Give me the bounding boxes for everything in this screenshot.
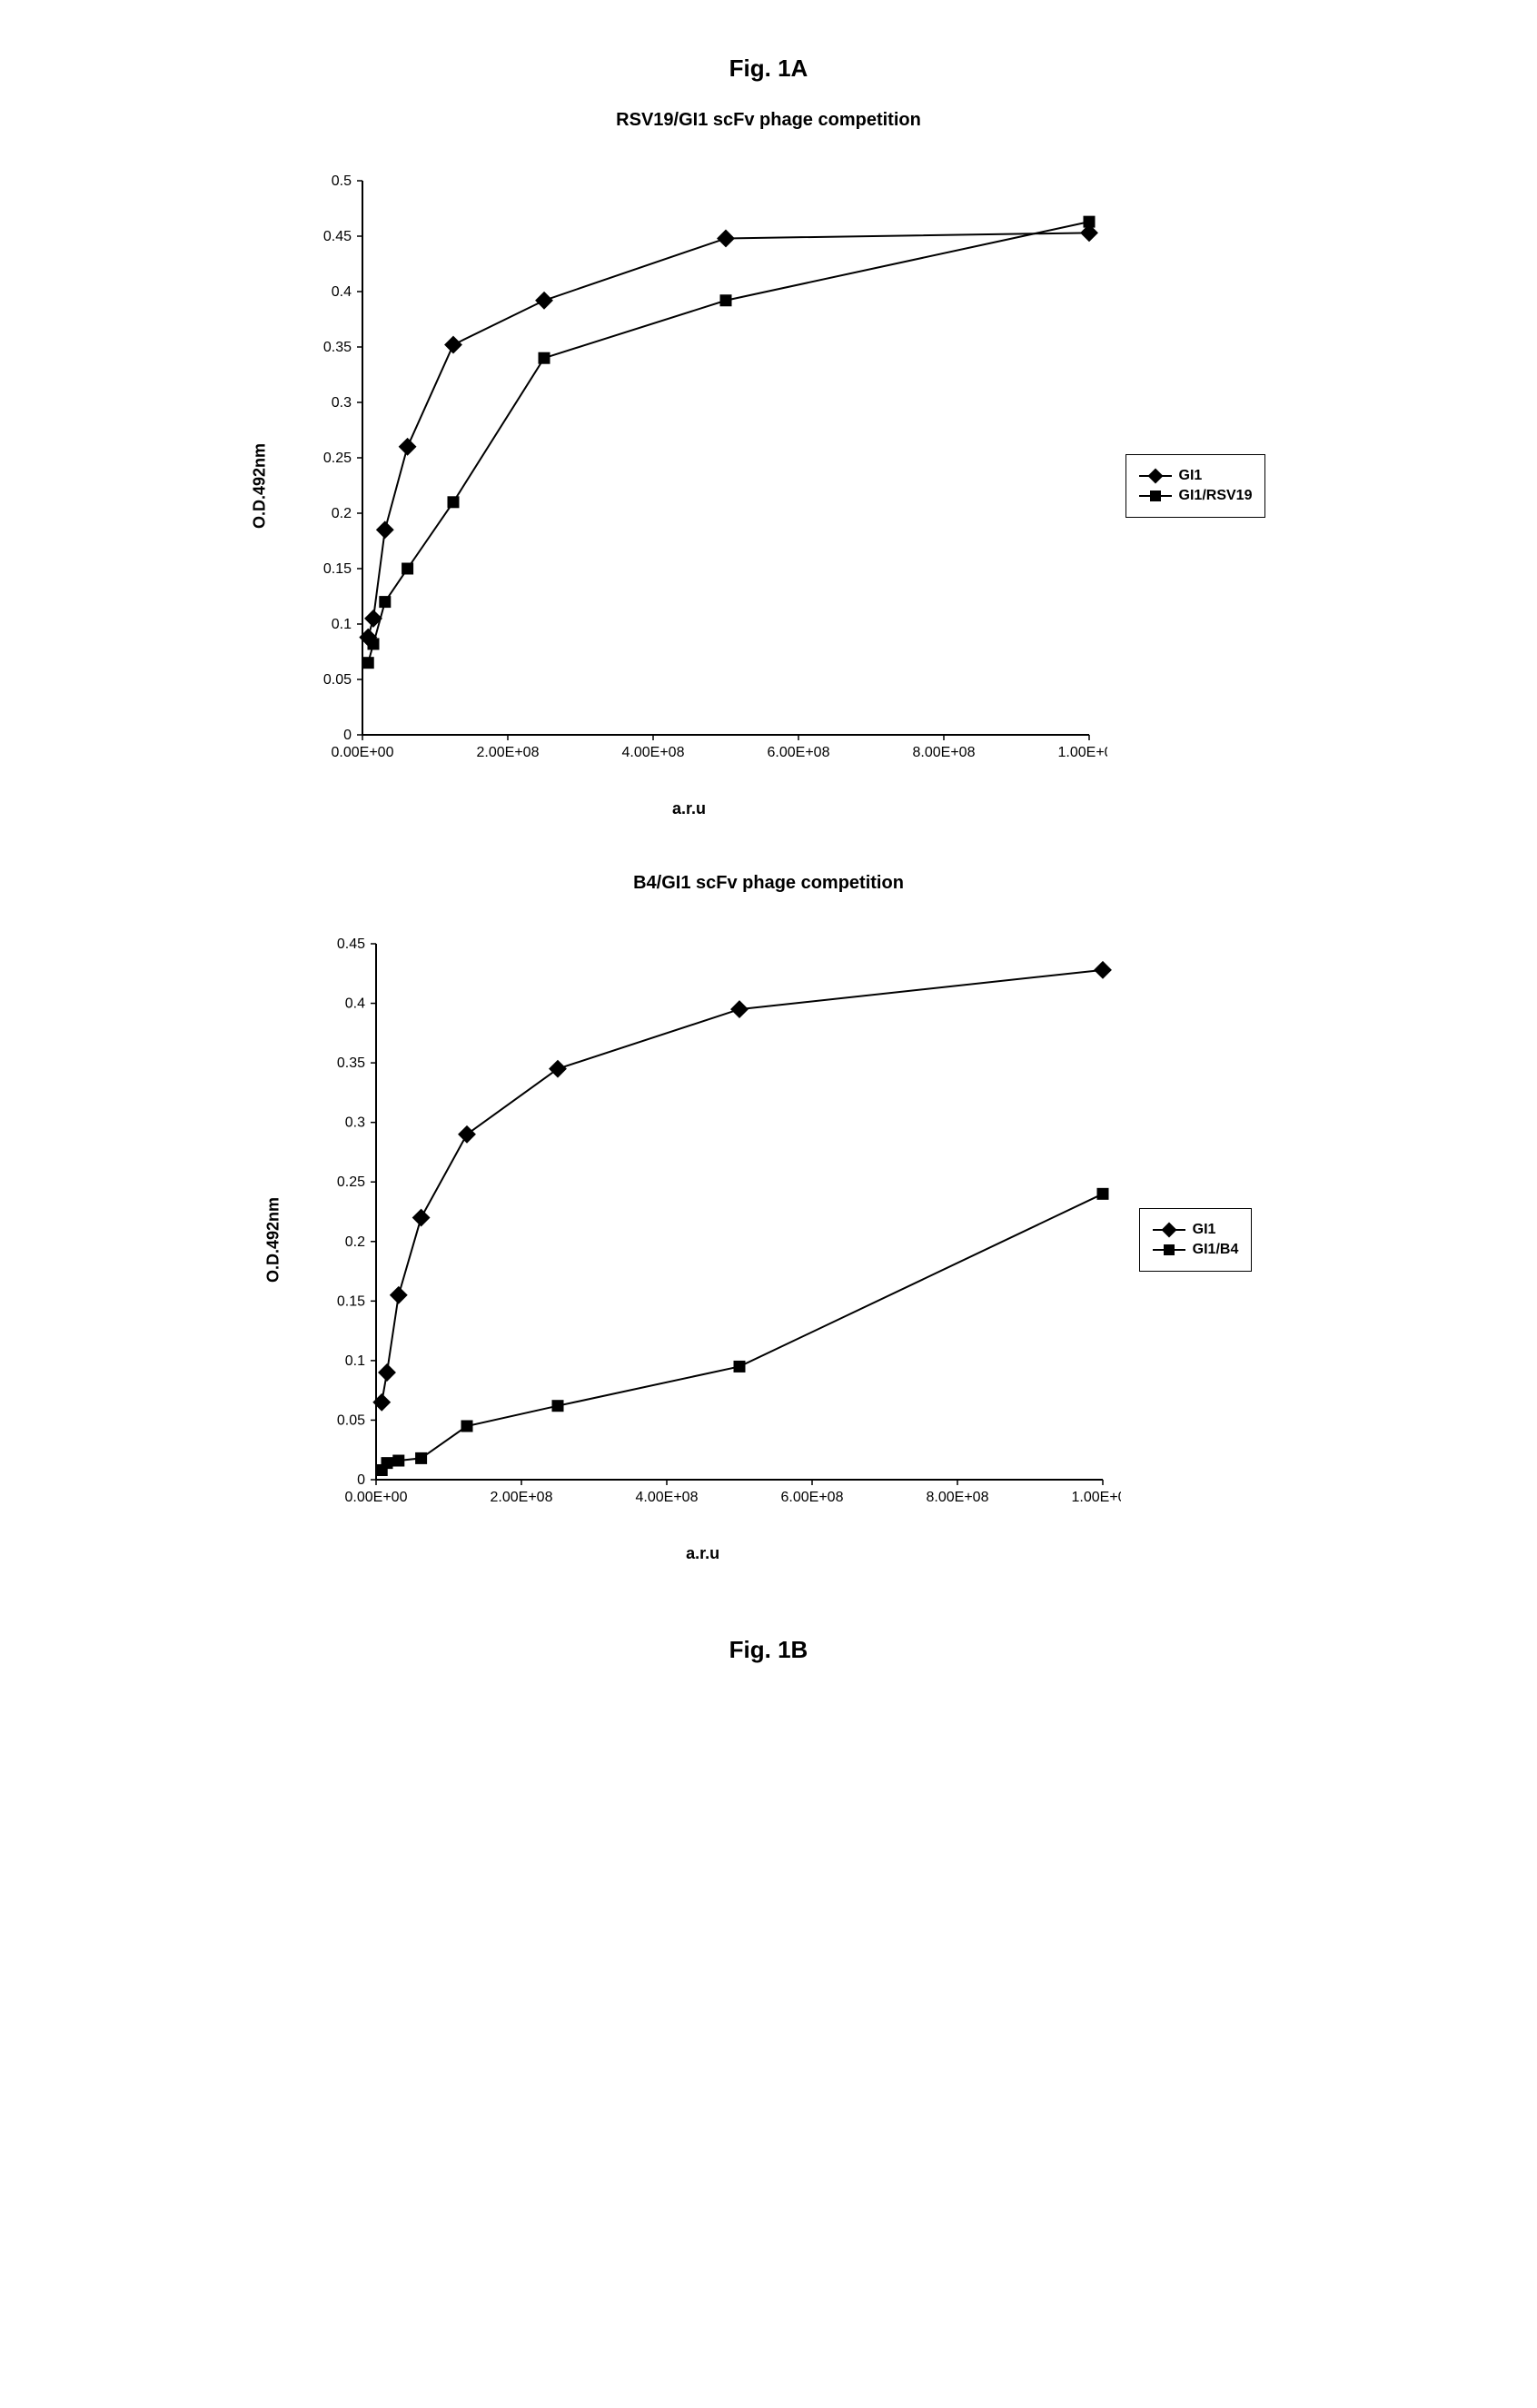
chart-b-xlabel: a.r.u [285,1544,1121,1563]
svg-text:0.5: 0.5 [331,173,351,189]
chart-a-title: RSV19/GI1 scFv phage competition [616,110,921,131]
svg-text:1.00E+09: 1.00E+09 [1071,1490,1120,1505]
chart-a-section: RSV19/GI1 scFv phage competition O.D.492… [272,110,1266,818]
legend-item: GI1/B4 [1153,1242,1239,1258]
figure-a-label: Fig. 1A [729,55,808,83]
chart-b-section: B4/GI1 scFv phage competition O.D.492nm … [285,873,1253,1563]
legend-item: GI1/RSV19 [1139,488,1253,504]
chart-a-svg: 0 0.05 0.1 0.15 0.2 0.25 0.3 0.35 0.4 0.45 0.5 0.00… [272,154,1107,789]
chart-b-title: B4/GI1 scFv phage competition [633,873,904,894]
chart-b-ylabel: O.D.492nm [263,1197,283,1283]
legend-item: GI1 [1153,1222,1239,1238]
legend-item: GI1 [1139,468,1253,484]
svg-text:6.00E+08: 6.00E+08 [780,1490,843,1505]
svg-text:0.2: 0.2 [331,506,351,521]
svg-text:8.00E+08: 8.00E+08 [912,745,975,760]
svg-text:0.1: 0.1 [331,617,351,632]
chart-b-row: O.D.492nm 00.050.10.150.20.250.30.350.40… [285,917,1253,1563]
chart-a-xlabel: a.r.u [272,799,1107,818]
svg-text:0.4: 0.4 [344,996,364,1012]
chart-b-svg: 0 0.05 0.1 0.15 0.2 0.25 0.3 0.35 0.4 0.45 0.00E+0… [285,917,1121,1534]
chart-a-legend: GI1 GI1/RSV19 [1125,454,1266,518]
svg-text:0.00E+00: 0.00E+00 [331,745,393,760]
svg-text:0: 0 [357,1472,365,1488]
svg-text:0.45: 0.45 [322,229,351,244]
svg-text:0.3: 0.3 [331,395,351,411]
svg-text:0.2: 0.2 [344,1234,364,1250]
svg-text:4.00E+08: 4.00E+08 [635,1490,698,1505]
chart-b-box: O.D.492nm 00.050.10.150.20.250.30.350.40… [285,917,1121,1563]
svg-text:6.00E+08: 6.00E+08 [767,745,829,760]
svg-text:4.00E+08: 4.00E+08 [621,745,684,760]
chart-a-box: O.D.492nm 00.050.10.150.20.250.30.350.40… [272,154,1107,818]
svg-text:0.1: 0.1 [344,1353,364,1369]
svg-text:1.00E+09: 1.00E+09 [1057,745,1106,760]
figure-b-label: Fig. 1B [729,1636,808,1664]
svg-text:2.00E+08: 2.00E+08 [476,745,539,760]
svg-text:0.15: 0.15 [322,561,351,577]
svg-text:0.25: 0.25 [337,1174,365,1190]
svg-text:0.15: 0.15 [337,1293,365,1309]
svg-text:0.25: 0.25 [322,451,351,466]
svg-text:2.00E+08: 2.00E+08 [490,1490,552,1505]
svg-text:0.35: 0.35 [337,1055,365,1071]
svg-text:0.00E+00: 0.00E+00 [344,1490,407,1505]
svg-text:0.45: 0.45 [337,936,365,952]
svg-text:0.05: 0.05 [337,1412,365,1428]
svg-text:0.05: 0.05 [322,672,351,688]
svg-text:0: 0 [343,728,352,743]
svg-text:0.3: 0.3 [344,1115,364,1131]
chart-b-legend: GI1 GI1/B4 [1139,1208,1253,1272]
svg-text:8.00E+08: 8.00E+08 [926,1490,988,1505]
svg-text:0.35: 0.35 [322,340,351,355]
chart-a-ylabel: O.D.492nm [250,443,269,529]
svg-text:0.4: 0.4 [331,284,351,300]
chart-a-row: O.D.492nm 00.050.10.150.20.250.30.350.40… [272,154,1266,818]
